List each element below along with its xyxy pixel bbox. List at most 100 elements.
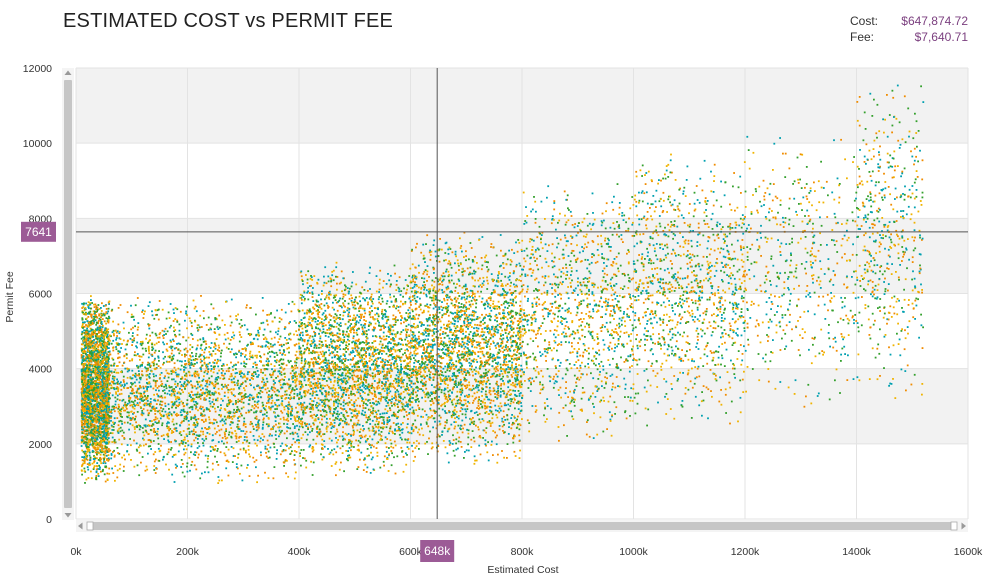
scatter-point xyxy=(207,390,210,393)
scatter-point xyxy=(206,372,209,375)
scatter-point xyxy=(265,405,267,408)
scatter-point xyxy=(103,390,105,393)
scatter-point xyxy=(226,405,229,407)
scatter-point xyxy=(233,334,236,337)
scatter-point xyxy=(266,357,269,360)
scatter-point xyxy=(178,391,180,394)
scatter-point xyxy=(204,427,206,429)
scatter-point xyxy=(99,371,102,374)
scatter-point xyxy=(257,395,259,398)
scatter-point xyxy=(205,346,208,349)
scatter-point xyxy=(278,338,281,340)
scatter-point xyxy=(167,435,170,438)
scatter-point xyxy=(107,354,110,356)
scatter-point xyxy=(101,367,104,369)
scatter-point xyxy=(91,433,93,436)
scatter-point xyxy=(140,341,142,343)
scatter-point xyxy=(83,397,85,400)
scatter-point xyxy=(258,435,261,438)
scatter-point xyxy=(186,428,189,430)
scatter-point xyxy=(252,378,254,380)
scatter-point xyxy=(99,387,102,389)
scatter-point xyxy=(168,441,170,443)
scatter-point xyxy=(95,323,98,326)
scatter-point xyxy=(130,400,133,403)
scatter-point xyxy=(108,315,110,318)
scatter-point xyxy=(154,431,157,433)
scatter-point xyxy=(250,409,253,411)
scatter-point xyxy=(162,363,164,366)
scatter-point xyxy=(160,415,163,417)
scatter-point xyxy=(89,382,92,384)
scatter-point xyxy=(271,397,273,399)
scatter-point xyxy=(95,372,97,375)
scatter-point xyxy=(101,366,104,368)
scatter-point xyxy=(295,343,298,346)
scatter-point xyxy=(143,399,146,401)
scatter-point xyxy=(238,428,241,430)
scatter-point xyxy=(166,392,169,395)
scatter-point xyxy=(261,380,263,383)
scatter-point xyxy=(83,349,86,352)
scatter-point xyxy=(213,392,216,395)
scatter-point xyxy=(85,391,88,394)
scatter-point xyxy=(286,430,288,433)
scatter-point xyxy=(84,370,87,372)
scatter-point xyxy=(154,434,157,436)
scatter-point xyxy=(176,373,179,376)
scatter-point xyxy=(137,404,140,407)
scatter-point xyxy=(96,356,99,359)
scatter-point xyxy=(81,324,84,327)
scatter-point xyxy=(139,398,141,401)
scatter-point xyxy=(95,425,97,428)
scatter-point xyxy=(256,354,258,357)
scatter-point xyxy=(94,366,97,369)
scatter-point xyxy=(194,431,197,433)
scatter-point xyxy=(176,319,179,322)
scatter-point xyxy=(218,414,221,416)
scatter-point xyxy=(126,444,129,446)
scatter-point xyxy=(128,453,130,456)
scatter-point xyxy=(105,413,107,416)
scatter-point xyxy=(98,431,100,433)
scatter-point xyxy=(287,303,290,305)
scatter-point xyxy=(91,302,93,304)
scatter-point xyxy=(105,322,107,325)
scatter-point xyxy=(168,421,170,424)
scatter-point xyxy=(158,420,160,422)
scatter-point xyxy=(169,339,172,342)
chart-title: ESTIMATED COST vs PERMIT FEE xyxy=(63,10,394,32)
scatter-point xyxy=(157,355,160,358)
scatter-point xyxy=(113,440,116,443)
scatter-point xyxy=(133,374,136,377)
scatter-point xyxy=(199,353,202,356)
scatter-point xyxy=(85,302,87,305)
scatter-point xyxy=(82,427,85,430)
scatter-point xyxy=(123,409,125,412)
scatter-point xyxy=(207,368,210,370)
scatter-point xyxy=(115,338,117,341)
scatter-point xyxy=(162,357,165,360)
scatter-point xyxy=(113,334,115,337)
fee-readout-label: Fee: xyxy=(850,30,875,44)
scatter-point xyxy=(211,446,213,448)
scatter-point xyxy=(145,431,148,434)
scatter-point xyxy=(255,418,258,420)
scatter-point xyxy=(204,348,206,351)
scatter-point xyxy=(80,400,83,403)
scatter-point xyxy=(81,465,83,468)
scatter-point xyxy=(230,378,233,381)
scatter-point xyxy=(205,343,208,345)
scatter-point xyxy=(208,346,211,348)
scatter-point xyxy=(105,308,108,310)
scatter-point xyxy=(83,442,85,445)
scatter-point xyxy=(145,398,147,400)
scatter-point xyxy=(249,383,251,385)
scatter-point xyxy=(242,447,245,450)
scatter-point xyxy=(102,453,105,456)
scatter-point xyxy=(91,392,94,395)
scatter-point xyxy=(88,449,91,452)
scatter-point xyxy=(88,355,91,357)
scatter-point xyxy=(144,347,147,350)
